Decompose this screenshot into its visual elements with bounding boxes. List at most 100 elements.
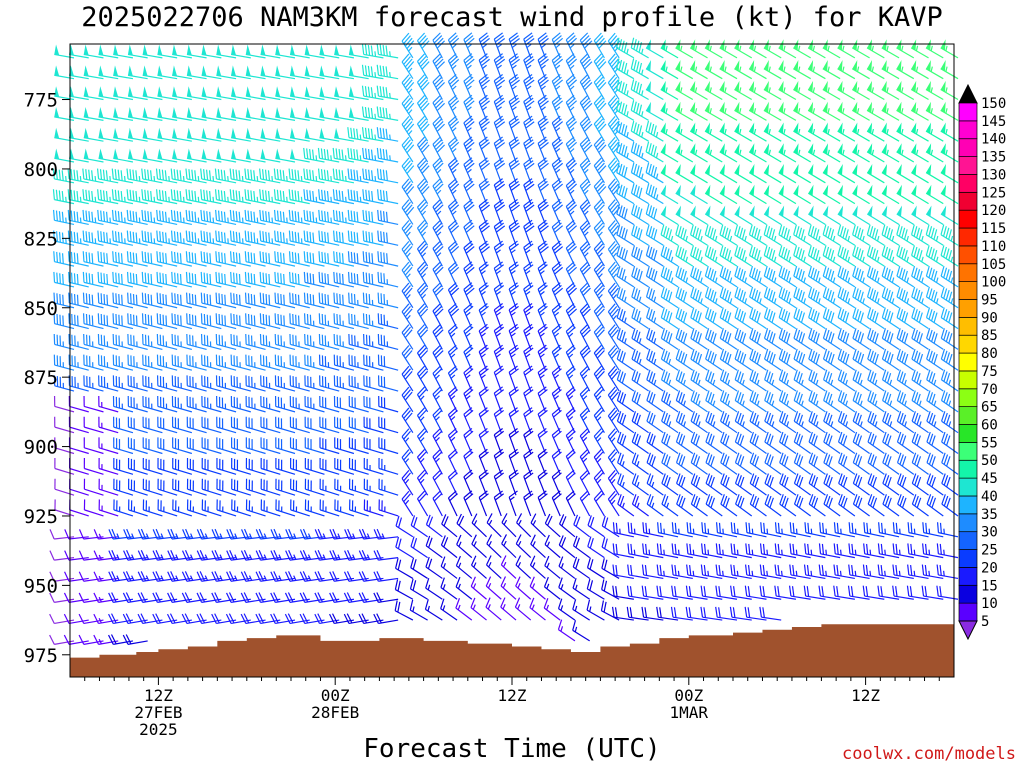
wind-barb (508, 344, 519, 371)
wind-barb (941, 473, 959, 496)
wind-barb (201, 44, 222, 59)
wind-barb (926, 328, 944, 350)
wind-barb (98, 107, 119, 121)
wind-barb (704, 307, 723, 330)
wind-barb (478, 73, 490, 100)
wind-barb (67, 230, 89, 246)
wind-barb (734, 411, 753, 434)
wind-barb (730, 585, 752, 600)
wind-barb (675, 431, 694, 454)
wind-barb (558, 535, 576, 559)
wind-barb (675, 348, 694, 371)
wind-barb (318, 230, 340, 246)
wind-barb (837, 143, 856, 163)
wind-barb (690, 348, 708, 371)
wind-barb (523, 157, 535, 184)
wind-barb (715, 522, 738, 538)
colorbar-label: 135 (981, 150, 1006, 166)
wind-barb (126, 230, 148, 246)
wind-barb (319, 127, 340, 142)
wind-barb (867, 390, 885, 413)
wind-barb (557, 619, 576, 642)
wind-barb (376, 64, 399, 80)
wind-barb (627, 564, 649, 580)
wind-barb (127, 148, 148, 163)
wind-barb (593, 324, 605, 350)
wind-barb (68, 271, 89, 288)
wind-barb (229, 230, 251, 246)
wind-barb (630, 79, 649, 101)
wind-barb (231, 499, 251, 517)
wind-barb (734, 184, 753, 205)
wind-barb (155, 189, 178, 205)
wind-barb (925, 80, 944, 101)
wind-barb (230, 396, 251, 413)
wind-barb (779, 452, 797, 475)
wind-barb (700, 585, 723, 600)
wind-barb (334, 65, 355, 80)
wind-barb (275, 416, 296, 434)
wind-barb (523, 178, 535, 204)
wind-barb (627, 522, 649, 538)
wind-barb (593, 136, 607, 163)
wind-barb (936, 522, 959, 538)
wind-barb (543, 576, 561, 600)
wind-barb (83, 416, 104, 434)
wind-barb (201, 375, 222, 392)
wind-barb (641, 585, 664, 600)
wind-barb (83, 458, 104, 475)
wind-barb (881, 245, 900, 267)
wind-barb (186, 375, 207, 392)
wind-barb (852, 143, 870, 163)
wind-barb (837, 245, 856, 267)
credit-link[interactable]: coolwx.com/models (842, 744, 1016, 764)
wind-barb (778, 163, 797, 184)
wind-barb (720, 411, 738, 434)
wind-barb (288, 168, 310, 184)
wind-barb (911, 265, 929, 288)
wind-barb (230, 354, 251, 371)
wind-barb (877, 585, 900, 600)
wind-barb (471, 513, 487, 538)
wind-barb (593, 282, 605, 309)
wind-barb (607, 220, 620, 246)
wind-barb (616, 183, 635, 205)
wind-barb (537, 198, 549, 225)
wind-barb (941, 494, 959, 517)
x-tick-label: 28FEB (311, 703, 359, 722)
wind-barb (867, 473, 885, 496)
wind-barb (940, 143, 959, 163)
wind-barb (523, 198, 535, 225)
wind-barb (304, 65, 325, 80)
wind-barb (646, 411, 664, 434)
wind-barb (660, 265, 679, 288)
wind-barb (819, 522, 841, 538)
wind-barb (705, 348, 723, 371)
wind-barb (440, 535, 458, 559)
wind-barb (675, 452, 694, 475)
wind-barb (764, 390, 782, 413)
wind-barb (127, 437, 148, 455)
wind-barb (892, 522, 914, 538)
y-tick-label: 875 (24, 367, 58, 389)
wind-barb (318, 333, 340, 350)
wind-barb (260, 416, 281, 434)
wind-barb (882, 390, 900, 413)
wind-barb (523, 344, 534, 371)
wind-barb (866, 39, 885, 59)
wind-barb (851, 39, 870, 59)
wind-barb (675, 224, 694, 246)
wind-barb (572, 599, 590, 621)
wind-barb (675, 60, 694, 80)
x-axis-label: Forecast Time (UTC) (363, 734, 661, 764)
wind-barb (852, 431, 870, 454)
wind-barb (686, 564, 708, 580)
wind-barb (363, 437, 384, 455)
wind-barb (127, 86, 148, 101)
wind-barb (764, 431, 782, 454)
wind-barb (748, 224, 767, 246)
wind-barb (493, 386, 505, 413)
wind-barb (807, 245, 826, 267)
wind-barb (838, 494, 856, 517)
wind-barb (818, 543, 841, 559)
